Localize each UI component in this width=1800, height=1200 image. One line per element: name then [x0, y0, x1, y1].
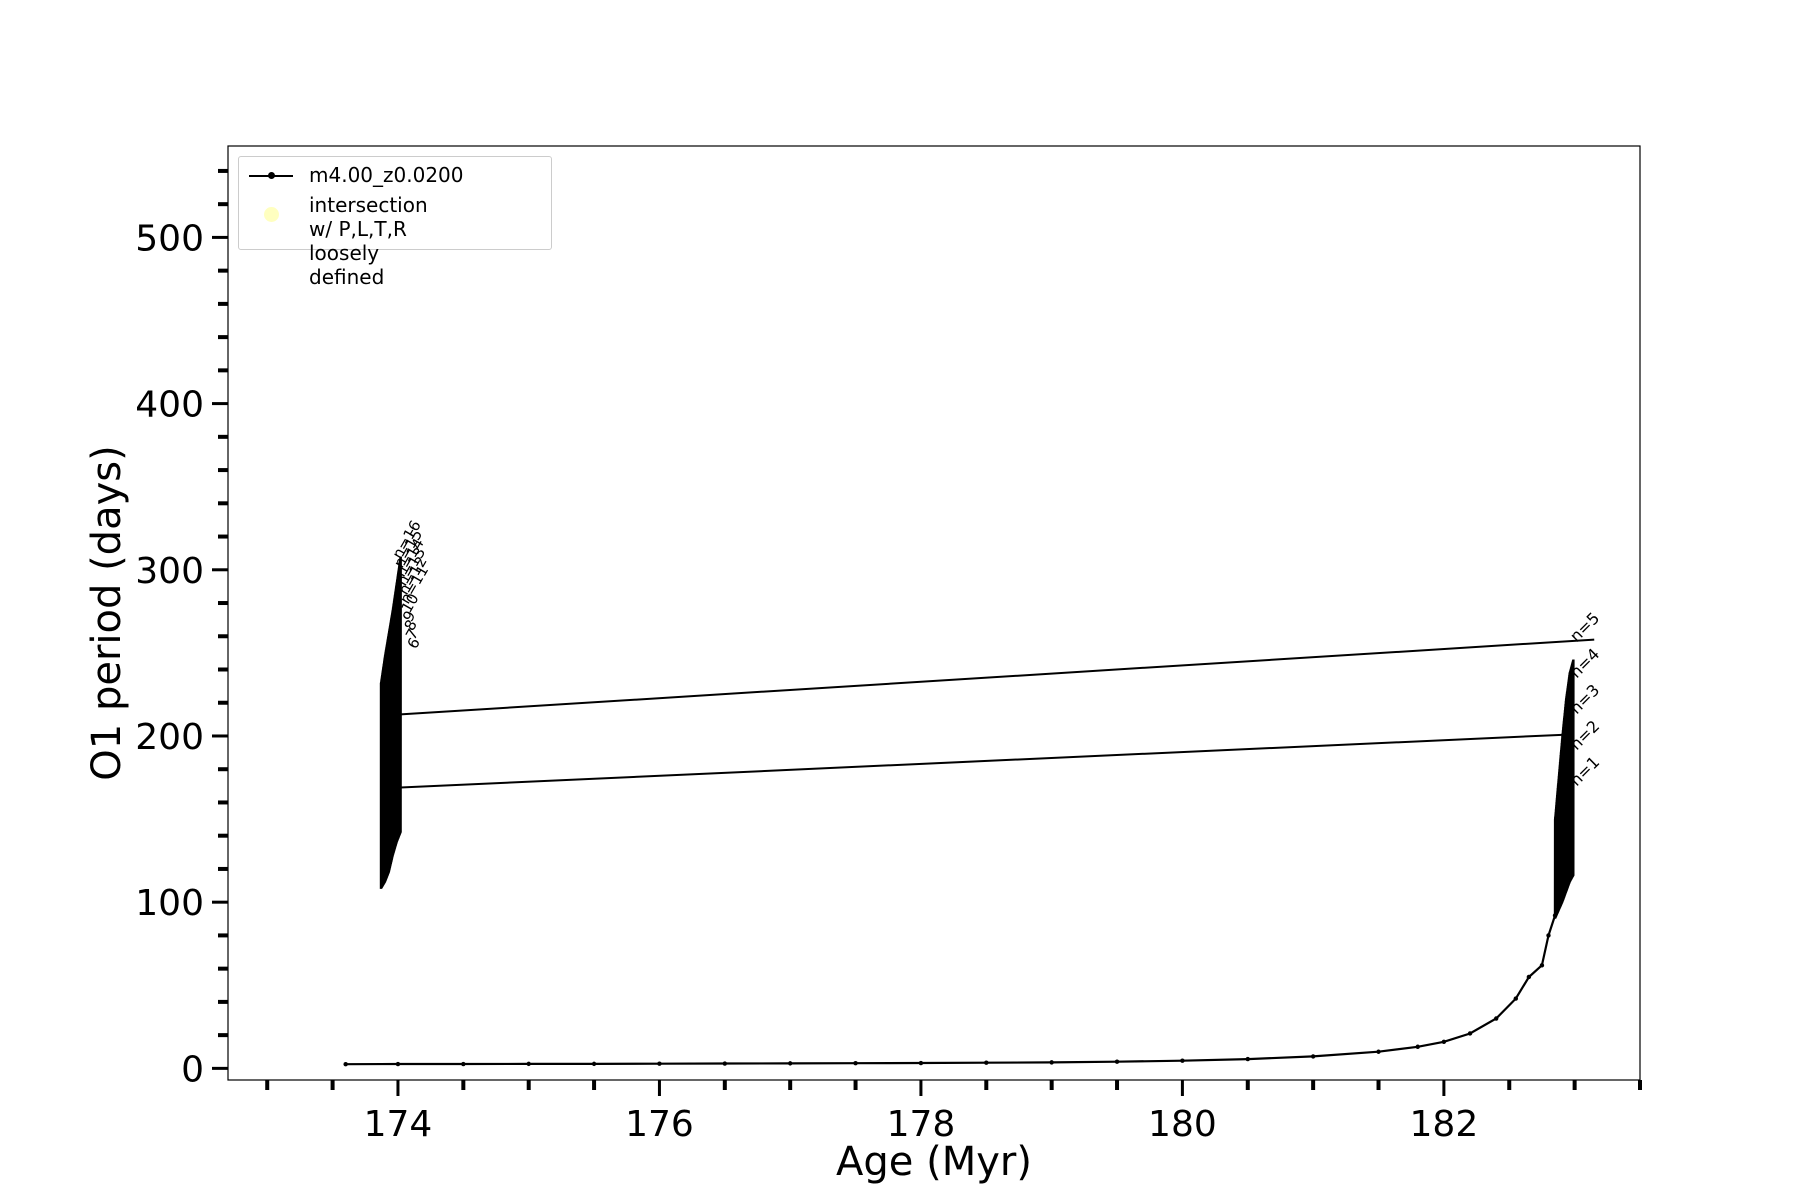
- series-point: [657, 1061, 662, 1066]
- plot-frame: [227, 145, 1641, 1081]
- legend-label: intersection w/ P,L,T,R loosely defined: [309, 193, 428, 289]
- series-point: [461, 1061, 466, 1067]
- series-point: [1441, 1039, 1447, 1044]
- series-point: [984, 1060, 989, 1065]
- x-tick-label: 180: [1148, 1104, 1217, 1145]
- series-point: [787, 1061, 793, 1066]
- series-point: [1049, 1060, 1054, 1065]
- y-tick-label: 0: [181, 1049, 204, 1090]
- axis-ticks: 174 176 178 180 182 0 100 200 300 400 500: [135, 168, 1642, 1145]
- legend-circle-icon: [264, 207, 279, 222]
- series-point: [1376, 1049, 1381, 1054]
- y-axis-label: O1 period (days): [84, 445, 130, 780]
- series-point: [1493, 1016, 1499, 1021]
- series-point: [1513, 996, 1518, 1001]
- x-tick-label: 174: [364, 1104, 433, 1145]
- y-tick-label: 500: [135, 218, 204, 259]
- x-axis-label: Age (Myr): [836, 1139, 1032, 1185]
- legend: m4.00_z0.0200 intersection w/ P,L,T,R lo…: [238, 156, 552, 289]
- series-point: [1526, 974, 1532, 980]
- series-point: [1467, 1031, 1473, 1036]
- series-point: [591, 1061, 597, 1067]
- series-point: [1546, 933, 1551, 938]
- series-point: [1114, 1059, 1120, 1064]
- loop-trace: [1553, 659, 1575, 919]
- y-tick-label: 100: [135, 883, 204, 924]
- connector-line: [400, 638, 1595, 716]
- series-point: [395, 1061, 401, 1067]
- series-point: [1180, 1058, 1185, 1063]
- series-point: [526, 1061, 531, 1067]
- series-point: [918, 1060, 924, 1066]
- series-point: [343, 1062, 348, 1067]
- series-point: [853, 1061, 858, 1066]
- connector-line: [400, 733, 1574, 789]
- y-tick-label: 400: [135, 385, 204, 426]
- legend-marker-icon: [268, 172, 275, 179]
- series-point: [1415, 1044, 1420, 1049]
- x-tick-label: 182: [1410, 1104, 1479, 1145]
- series-line: [345, 915, 1557, 1066]
- plot-series: [343, 556, 1595, 1067]
- y-tick-label: 300: [135, 551, 204, 592]
- x-tick-label: 178: [887, 1104, 956, 1145]
- x-tick-label: 176: [625, 1104, 694, 1145]
- series-point: [722, 1061, 728, 1066]
- y-tick-label: 200: [135, 717, 204, 758]
- legend-label: m4.00_z0.0200: [309, 163, 464, 187]
- loop-trace: [379, 556, 402, 889]
- series-point: [1245, 1056, 1250, 1062]
- series-point: [1539, 963, 1545, 968]
- series-point: [1310, 1054, 1316, 1059]
